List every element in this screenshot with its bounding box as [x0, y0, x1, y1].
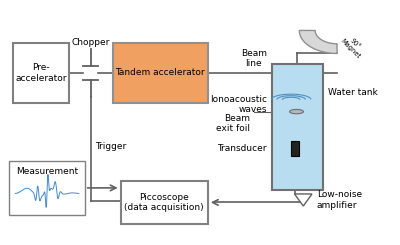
Text: Beam
exit foil: Beam exit foil — [216, 114, 250, 134]
FancyBboxPatch shape — [9, 161, 85, 215]
Text: Measurement: Measurement — [16, 167, 78, 176]
FancyBboxPatch shape — [120, 181, 208, 224]
Text: Transducer: Transducer — [217, 144, 267, 153]
FancyBboxPatch shape — [13, 43, 69, 103]
Text: Piccoscope
(data acquisition): Piccoscope (data acquisition) — [124, 193, 204, 212]
Text: Tandem accelerator: Tandem accelerator — [116, 68, 205, 77]
Text: Water tank: Water tank — [328, 87, 378, 97]
FancyBboxPatch shape — [272, 64, 323, 190]
Text: 90°
Magnet: 90° Magnet — [339, 33, 366, 60]
Text: Beam
line: Beam line — [241, 49, 267, 68]
Text: Low-noise
amplifier: Low-noise amplifier — [317, 190, 362, 210]
Polygon shape — [299, 30, 337, 53]
FancyBboxPatch shape — [290, 141, 299, 156]
Text: Ionoacoustic
waves: Ionoacoustic waves — [210, 95, 267, 114]
Text: Chopper: Chopper — [72, 38, 110, 47]
Text: Pre-
accelerator: Pre- accelerator — [15, 63, 67, 83]
Text: Trigger: Trigger — [95, 142, 126, 151]
Polygon shape — [294, 194, 312, 206]
Ellipse shape — [290, 110, 304, 114]
FancyBboxPatch shape — [113, 43, 208, 103]
